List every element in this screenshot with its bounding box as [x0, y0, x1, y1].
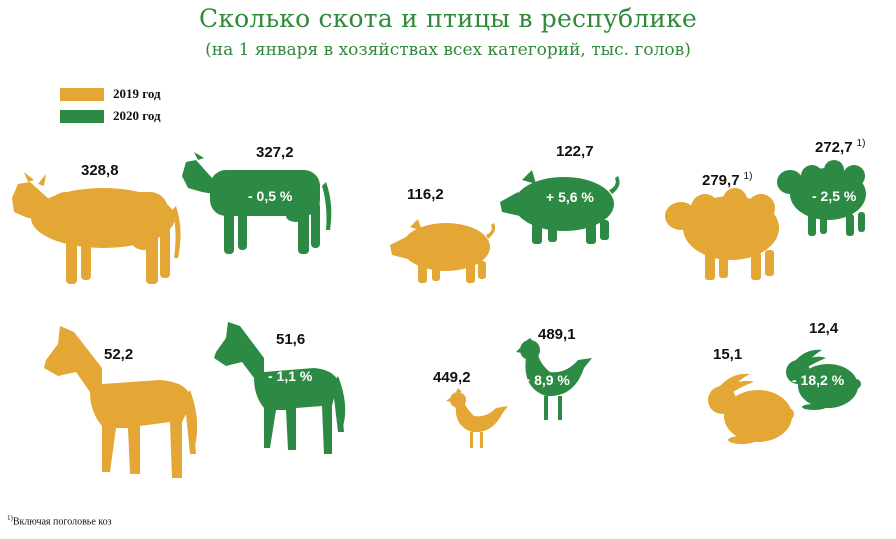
- chicken-value-2020: 489,1: [538, 326, 576, 343]
- chicken-icon-2019: [446, 388, 508, 448]
- horse-icon-2019: [44, 326, 198, 478]
- footnote-text: Включая поголовье коз: [12, 516, 112, 528]
- sheep-change: - 2,5 %: [812, 188, 857, 204]
- pig-value-2020: 122,7: [556, 143, 594, 160]
- chicken-change: + 8,9 %: [522, 372, 570, 388]
- horse-icon-2020: [214, 322, 346, 454]
- cow-value-2019: 328,8: [81, 162, 119, 179]
- pig-icon-2020: [500, 170, 620, 244]
- rabbit-value-2019: 15,1: [713, 346, 743, 363]
- legend-item-2019: 2019 год: [60, 84, 161, 104]
- chart-subtitle: (на 1 января в хозяйствах всех категорий…: [205, 40, 691, 60]
- sheep-value-2020: 272,7 1): [815, 138, 865, 156]
- rabbit-change: - 18,2 %: [792, 372, 845, 388]
- pig-change: + 5,6 %: [546, 189, 594, 205]
- legend: 2019 год 2020 год: [60, 84, 161, 128]
- chicken-value-2019: 449,2: [433, 369, 471, 386]
- rabbit-icon-2020: [786, 349, 861, 410]
- chart-title: Сколько скота и птицы в республике: [199, 4, 697, 33]
- sheep-note-2020: 1): [856, 138, 866, 149]
- footnote-mark: 1): [7, 514, 13, 522]
- rabbit-icon-2019: [708, 373, 794, 444]
- sheep-value-2020-number: 272,7: [815, 139, 853, 156]
- horse-value-2019: 52,2: [104, 346, 134, 363]
- rabbit-value-2020: 12,4: [809, 320, 839, 337]
- pig-value-2019: 116,2: [407, 186, 444, 203]
- cow-icon-2019: [12, 172, 181, 284]
- sheep-note-2019: 1): [743, 171, 753, 182]
- cow-change: - 0,5 %: [248, 188, 293, 204]
- pig-icon-2019: [390, 219, 496, 283]
- legend-label-2020: 2020 год: [113, 108, 161, 123]
- sheep-value-2019: 279,7 1): [702, 171, 752, 189]
- legend-item-2020: 2020 год: [60, 106, 161, 126]
- cow-value-2020: 327,2: [256, 144, 294, 161]
- sheep-value-2019-number: 279,7: [702, 172, 740, 189]
- chicken-icon-2020: [516, 338, 592, 420]
- horse-change: - 1,1 %: [268, 368, 313, 384]
- cow-icon-2020: [182, 152, 332, 254]
- horse-value-2020: 51,6: [276, 331, 306, 348]
- footnote: 1)Включая поголовье коз: [7, 514, 112, 527]
- legend-swatch-2020: [60, 109, 104, 123]
- sheep-icon-2020: [777, 160, 866, 236]
- legend-label-2019: 2019 год: [113, 86, 161, 101]
- sheep-icon-2019: [665, 188, 779, 280]
- legend-swatch-2019: [60, 87, 104, 101]
